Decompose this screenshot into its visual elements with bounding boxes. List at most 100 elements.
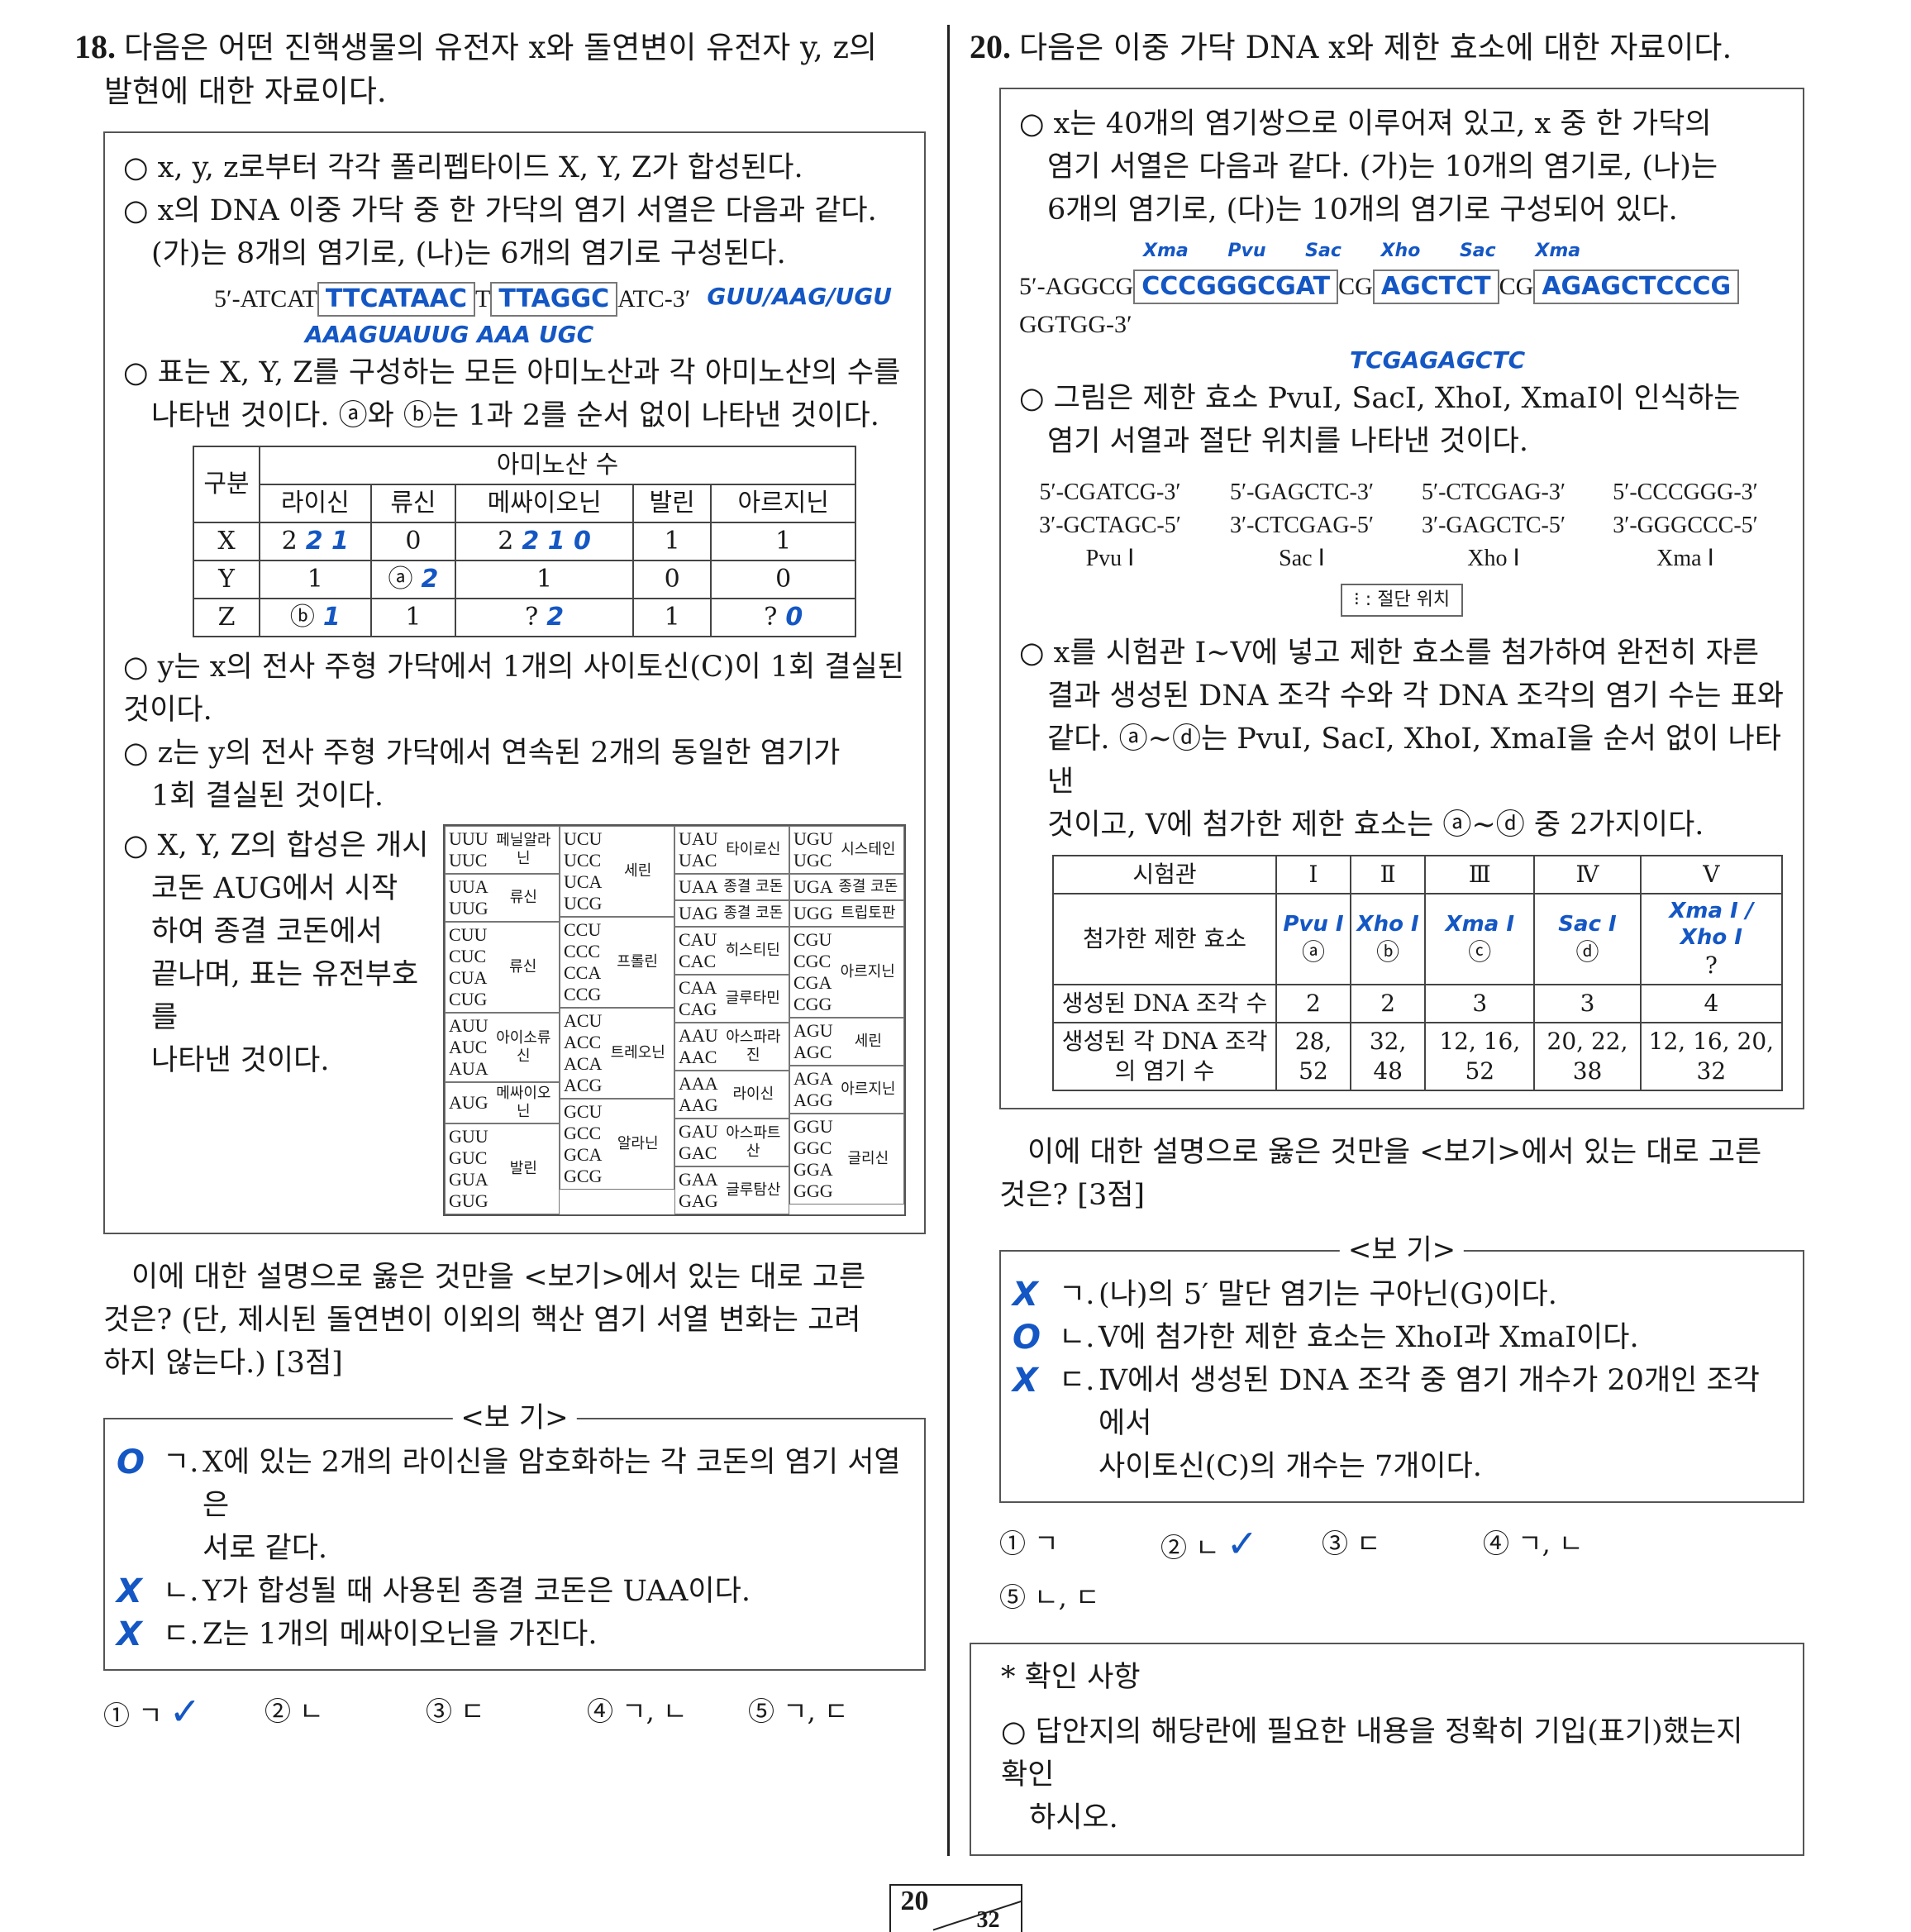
handwritten-note: Xma I [1445,912,1515,937]
bogi-text: Ⅴ에 첨가한 제한 효소는 XhoⅠ과 XmaⅠ이다. [1098,1321,1639,1354]
cell-value: 20, 22, 38 [1546,1028,1628,1085]
handwritten-codons: GUU/AAG/UGU [707,283,893,310]
q20-bogi-box: <보 기> X ㄱ. (나)의 5′ 말단 염기는 구아닌(G)이다. O ㄴ. Ⅴ에 첨… [999,1229,1804,1503]
q18-number: 18. [74,28,116,65]
codon: AAC [679,1047,717,1067]
q20-line: ○ x를 시험관 Ⅰ~Ⅴ에 넣고 제한 효소를 첨가하여 완전히 자른 [1019,637,1760,670]
codon: CGA [793,972,832,993]
answer-choice[interactable]: ① ㄱ ✓ [103,1691,264,1736]
cell-value: ⓑ [1376,938,1400,966]
codon: CGC [793,951,832,971]
q18-line: ○ z는 y의 전사 주형 가닥에서 연속된 2개의 동일한 염기가 [123,737,841,770]
box-na: TTAGGC [490,282,618,317]
answer-choice[interactable]: ② ㄴ [264,1691,426,1736]
codon: ACG [564,1075,603,1095]
restriction-site: 5′-CCCGGG-3′ 3′-GGGCCC-5′ Xma Ⅰ [1594,476,1776,575]
codon: AGA [793,1068,833,1089]
codon: AUC [449,1037,488,1057]
amino-acid: 프롤린 [617,953,658,971]
table-cell: 12, 16, 20, 32 [1639,1022,1784,1091]
answer-choice[interactable]: ③ ㄷ [1322,1523,1483,1568]
amino-acid: 종결 코돈 [838,878,898,895]
cell-value: 0 [405,527,422,556]
codon: CUG [449,989,488,1009]
codon: GAG [679,1190,718,1211]
table-cell: 0 [710,560,856,599]
restriction-sites: 5′-CGATCG-3′ 3′-GCTAGC-5′ Pvu Ⅰ 5′-GAGCTC-3… [1019,476,1785,575]
codon-cell: UAA 종결 코돈 [674,874,789,900]
codon-cell: GUU GUC GUA GUG 발린 [445,1123,560,1214]
codon: AUA [449,1058,488,1079]
cell-value: 1 [536,565,553,594]
codon-cell: GAU GAC 아스파트산 [674,1119,789,1166]
table-cell: 4 [1639,984,1784,1023]
codon: CUA [449,967,488,988]
cell-value: ? [525,603,539,632]
amino-acid: 메싸이오닌 [496,1085,551,1120]
site-top: 5′-CCCGGG-3′ [1613,479,1758,505]
table-cell: 1 [631,598,712,637]
cell-value: 1 [664,527,680,556]
codon: CCU [564,919,602,940]
corner-header: 구분 [193,446,260,523]
amino-acid: 글루탐산 [726,1181,781,1199]
table-cell: 0 [369,522,457,561]
table-row: Y 1 ⓐ 2 1 0 0 [193,560,856,599]
handwritten-note: 2 1 0 [522,527,591,556]
answer-choice[interactable]: ① ㄱ [999,1523,1160,1568]
choice-label: ② ㄴ [1160,1532,1220,1563]
handwritten-note: Sac I [1558,912,1617,937]
amino-acid: 트립토판 [841,904,896,922]
codon: UGU [793,828,833,849]
amino-acid: 글리신 [847,1150,889,1167]
bogi-mark: ㄴ. [163,1575,199,1608]
table-cell: ⓑ 1 [259,598,372,637]
row-label: X [193,522,260,561]
q18-line: 1회 결실된 것이다. [151,780,384,813]
cell-value: 0 [664,565,680,594]
answer-choice[interactable]: ③ ㄷ [426,1691,587,1736]
left-column: 18. 다음은 어떤 진핵생물의 유전자 x와 돌연변이 유전자 y, z의 발현… [74,25,926,1856]
q18-line: ○ x, y, z로부터 각각 폴리펩타이드 X, Y, Z가 합성된다. [123,151,803,184]
handwritten-x-mark: X [1013,1276,1038,1314]
codon: GUU [449,1126,488,1147]
answer-choice[interactable]: ② ㄴ ✓ [1160,1523,1322,1568]
bogi-mark: ㄱ. [163,1446,199,1479]
q20-number: 20. [970,28,1011,65]
site-top: 5′-CTCGAG-3′ [1421,479,1565,505]
codon: GUG [449,1190,488,1211]
codon: UAA [679,876,718,897]
restriction-site: 5′-CTCGAG-3′ 3′-GAGCTC-5′ Xho Ⅰ [1403,476,1585,575]
amino-acid: 아스파트산 [726,1124,781,1160]
column-divider [947,25,950,1856]
column-header: 라이신 [259,484,372,523]
codon: CUC [449,946,487,966]
answer-choice[interactable]: ⑤ ㄱ, ㄷ [748,1691,909,1736]
handwritten-x-mark: X [1013,1362,1038,1400]
amino-acid: 류신 [509,958,537,976]
bogi-title: <보 기> [452,1397,577,1438]
notice-title: * 확인 사항 [1001,1661,1141,1694]
row-label: Z [193,598,260,637]
q20-line: 염기 서열은 다음과 같다. (가)는 10개의 염기로, (나)는 [1047,150,1718,184]
codon: UCA [564,871,603,892]
amino-acid: 히스티딘 [725,942,780,959]
codon-cell: AGU AGC 세린 [789,1018,904,1066]
handwritten-note: 2 1 [305,527,349,556]
codon: AAU [679,1025,718,1046]
answer-choice[interactable]: ⑤ ㄴ, ㄷ [999,1577,1160,1618]
bogi-item: X ㄱ. (나)의 5′ 말단 염기는 구아닌(G)이다. [1013,1273,1786,1316]
q18-line: ○ 표는 X, Y, Z를 구성하는 모든 아미노산과 각 아미노산의 수를 [123,356,901,389]
q20-line: ○ 그림은 제한 효소 PvuⅠ, SacⅠ, XhoⅠ, XmaⅠ이 인식하는 [1019,382,1741,415]
amino-acid: 아르지닌 [841,1080,896,1098]
q18-bogi-box: <보 기> O ㄱ. X에 있는 2개의 라이신을 암호화하는 각 코돈의 염기 서… [103,1397,926,1671]
cell-value: 12, 16, 52 [1439,1028,1521,1085]
codon: CAU [679,929,717,950]
codon: AAA [679,1073,718,1094]
amino-acid: 세린 [854,1033,882,1050]
answer-choice[interactable]: ④ ㄱ, ㄴ [1483,1523,1644,1568]
codon: UUA [449,876,488,897]
group-header: 아미노산 수 [259,446,856,485]
answer-choice[interactable]: ④ ㄱ, ㄴ [587,1691,748,1736]
